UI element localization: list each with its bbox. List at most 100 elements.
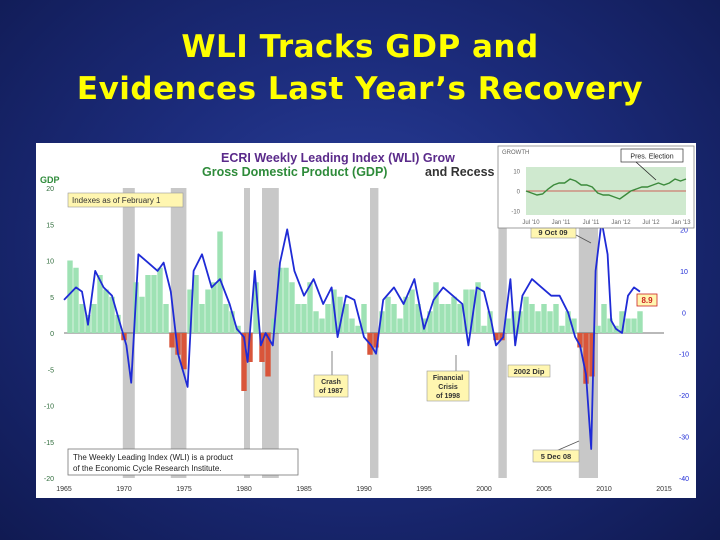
inset-y-tick-label: 10	[513, 170, 520, 176]
gdp-bar	[247, 333, 253, 362]
footer-line-2: of the Economic Cycle Research Institute…	[73, 464, 222, 473]
left-tick-label: -15	[44, 440, 54, 447]
inset-x-tick-label: Jan '12	[611, 220, 631, 226]
peak-callout: 9 Oct 09	[530, 225, 592, 244]
indexes-date-text: Indexes as of February 1	[72, 196, 161, 205]
gdp-bar	[103, 289, 109, 333]
left-axis: 20 15 10 5 0 -5 -10 -15 -20	[44, 186, 54, 483]
crash-text-1: Crash	[321, 379, 341, 386]
gdp-bar	[433, 282, 439, 333]
gdp-bar	[517, 311, 523, 333]
gdp-bar	[469, 289, 475, 333]
gdp-bar	[385, 296, 391, 333]
right-axis: 20 10 0 -10 -20 -30 -40	[679, 227, 689, 483]
gdp-bar	[301, 304, 307, 333]
current-value-text: 8.9	[641, 296, 653, 305]
gdp-bar	[499, 333, 505, 341]
gdp-bar	[427, 311, 433, 333]
inset-x-tick-label: Jan '11	[552, 220, 571, 226]
inset-y-ticks: 10 0 -10	[511, 170, 520, 216]
left-tick-label: -20	[44, 476, 54, 483]
gdp-bar	[223, 304, 229, 333]
fc-text-3: of 1998	[436, 393, 460, 400]
gdp-bar	[577, 333, 583, 348]
gdp-bar	[559, 325, 565, 333]
gdp-bar	[607, 318, 613, 333]
right-tick-label: -10	[679, 352, 689, 359]
right-tick-label: 10	[680, 269, 688, 276]
fc-text-2: Crisis	[438, 384, 458, 391]
x-tick-label: 1965	[56, 486, 72, 493]
gdp-bar	[601, 304, 607, 333]
gdp-bar	[175, 333, 181, 355]
gdp-bar	[307, 282, 313, 333]
inset-y-tick-label: 0	[517, 190, 521, 196]
gdp-bar	[481, 325, 487, 333]
right-tick-label: 0	[682, 310, 686, 317]
gdp-bar	[259, 333, 265, 362]
inset-x-tick-label: Jul '11	[583, 220, 600, 226]
gdp-bar	[409, 289, 415, 333]
gdp-bar	[463, 289, 469, 333]
gdp-bar	[187, 289, 193, 333]
left-tick-label: -10	[44, 404, 54, 411]
x-tick-label: 2005	[536, 486, 552, 493]
gdp-bar	[163, 304, 169, 333]
footer-note: The Weekly Leading Index (WLI) is a prod…	[67, 448, 299, 476]
gdp-bar	[391, 304, 397, 333]
gdp-bar	[529, 304, 535, 333]
fc-text-1: Financial	[433, 375, 463, 382]
gdp-bar	[319, 318, 325, 333]
x-tick-label: 1980	[236, 486, 252, 493]
gdp-bar	[325, 304, 331, 333]
trough-text: 5 Dec 08	[541, 452, 571, 461]
inset-chart: GROWTH 10 0 -10 Jul '10 Jan '11 Jul '11 Jan '…	[497, 145, 695, 229]
gdp-bar	[349, 318, 355, 333]
left-tick-label: 20	[46, 186, 54, 193]
slide-title-line-1: WLI Tracks GDP and	[181, 29, 539, 65]
left-tick-label: 0	[50, 331, 54, 338]
gdp-bar	[553, 304, 559, 333]
gdp-bar	[265, 333, 271, 377]
inset-tag-arrow	[635, 161, 657, 181]
x-tick-label: 1970	[116, 486, 132, 493]
gdp-bar	[541, 304, 547, 333]
crash-callout: Crash of 1987	[313, 351, 349, 398]
gdp-bars	[67, 231, 643, 391]
slide-title-line-2: Evidences Last Year’s Recovery	[76, 71, 644, 107]
gdp-bar	[337, 296, 343, 333]
gdp-bar	[595, 325, 601, 333]
gdp-bar	[151, 275, 157, 333]
gdp-bar	[571, 318, 577, 333]
slide-title: WLI Tracks GDP and Evidences Last Year’s…	[0, 26, 720, 110]
inset-x-ticks: Jul '10 Jan '11 Jul '11 Jan '12 Jul '12 Jan '…	[522, 220, 691, 226]
x-axis: 1965 1970 1975 1980 1985 1990 1995 2000 2005 2010…	[56, 486, 672, 493]
gdp-bar	[157, 267, 163, 333]
x-tick-label: 2010	[596, 486, 612, 493]
gdp-bar	[97, 275, 103, 333]
gdp-bar	[535, 311, 541, 333]
dip-2002-callout: 2002 Dip	[507, 364, 551, 378]
trough-callout: 5 Dec 08	[532, 440, 580, 463]
left-axis-label: GDP	[40, 175, 60, 185]
x-tick-label: 1985	[296, 486, 312, 493]
gdp-bar	[505, 318, 511, 333]
gdp-bar	[181, 333, 187, 370]
gdp-bar	[217, 231, 223, 333]
inset-tag: Pres. Election	[630, 154, 673, 161]
dip-2002-text: 2002 Dip	[514, 367, 545, 376]
right-tick-label: -20	[679, 393, 689, 400]
peak-text: 9 Oct 09	[538, 228, 567, 237]
gdp-bar	[445, 304, 451, 333]
x-tick-label: 1990	[356, 486, 372, 493]
gdp-bar	[493, 333, 499, 341]
crash-text-2: of 1987	[319, 388, 343, 395]
gdp-bar	[583, 333, 589, 384]
gdp-bar	[79, 304, 85, 333]
gdp-bar	[199, 304, 205, 333]
gdp-bar	[169, 333, 175, 348]
inset-x-tick-label: Jul '10	[522, 220, 540, 226]
gdp-bar	[193, 275, 199, 333]
x-tick-label: 2015	[656, 486, 672, 493]
gdp-bar	[115, 314, 121, 333]
